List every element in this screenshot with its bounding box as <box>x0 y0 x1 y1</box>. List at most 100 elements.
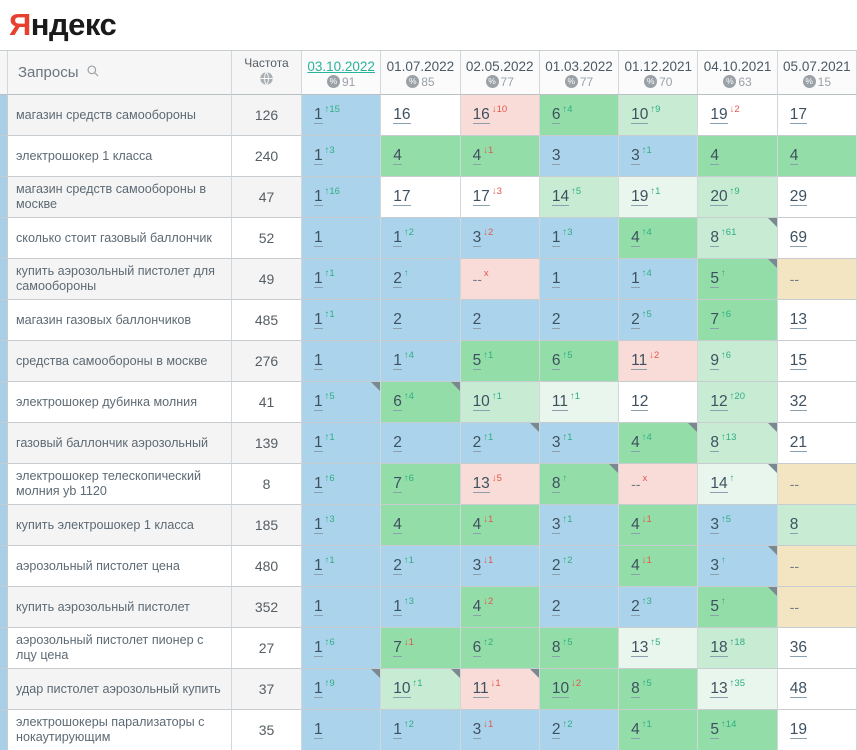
position-cell[interactable]: 1 <box>302 587 382 628</box>
position-cell[interactable]: 3 ↓1 <box>460 710 540 750</box>
position-cell[interactable]: 4 <box>381 136 461 177</box>
position-link[interactable]: 14 <box>551 187 570 207</box>
position-link[interactable]: 29 <box>789 187 807 207</box>
position-link[interactable]: 4 <box>789 146 799 166</box>
position-cell[interactable]: 5 ↑ <box>698 587 778 628</box>
position-cell[interactable]: 5 ↑14 <box>698 710 778 750</box>
position-cell[interactable]: 4 <box>777 136 857 177</box>
position-cell[interactable]: 3 ↑ <box>698 546 778 587</box>
position-link[interactable]: 1 <box>314 392 323 412</box>
position-link[interactable]: 1 <box>393 597 402 617</box>
position-link[interactable]: 14 <box>710 474 728 494</box>
position-link[interactable]: 2 <box>631 310 640 330</box>
position-cell[interactable]: 4 ↓1 <box>619 505 699 546</box>
position-link[interactable]: 8 <box>710 433 720 453</box>
position-link[interactable]: 17 <box>789 105 807 125</box>
position-cell[interactable]: 17 <box>777 95 857 136</box>
position-cell[interactable]: 1 ↑6 <box>302 628 382 669</box>
position-link[interactable]: -- <box>789 557 800 574</box>
position-link[interactable]: 5 <box>710 720 720 740</box>
position-link[interactable]: 1 <box>314 433 323 453</box>
query-cell[interactable]: средства самообороны в москве <box>8 341 232 382</box>
position-cell[interactable]: 5 ↑ <box>698 259 778 300</box>
query-cell[interactable]: газовый баллончик аэрозольный <box>8 423 232 464</box>
position-cell[interactable]: 3 ↓1 <box>460 546 540 587</box>
query-cell[interactable]: купить аэрозольный пистолет <box>8 587 232 628</box>
query-cell[interactable]: электрошокер дубинка молния <box>8 382 232 423</box>
position-cell[interactable]: 21 <box>777 423 857 464</box>
query-cell[interactable]: удар пистолет аэрозольный купить <box>8 669 232 710</box>
position-link[interactable]: 10 <box>551 679 570 699</box>
position-link[interactable]: 15 <box>789 351 807 371</box>
position-link[interactable]: 1 <box>551 269 561 289</box>
position-link[interactable]: 19 <box>789 720 807 740</box>
position-link[interactable]: 1 <box>314 638 323 658</box>
position-cell[interactable]: 3 ↑5 <box>698 505 778 546</box>
position-link[interactable]: 3 <box>631 146 640 166</box>
position-cell[interactable]: 6 ↑4 <box>539 95 620 136</box>
date-column-header[interactable]: 04.10.2021% 63 <box>698 51 778 95</box>
position-link[interactable]: 5 <box>472 351 482 371</box>
position-cell[interactable]: 2 ↑2 <box>539 710 620 750</box>
position-cell[interactable]: 11 ↓1 <box>460 669 540 710</box>
position-link[interactable]: 1 <box>314 228 323 248</box>
position-cell[interactable]: 1 ↑1 <box>302 300 382 341</box>
position-link[interactable]: 6 <box>472 638 482 658</box>
position-link[interactable]: 2 <box>551 310 561 330</box>
query-cell[interactable]: аэрозольный пистолет цена <box>8 546 232 587</box>
position-cell[interactable]: 18 ↑18 <box>698 628 778 669</box>
position-cell[interactable]: 1 ↑2 <box>381 710 461 750</box>
position-cell[interactable]: 1 ↑1 <box>302 423 382 464</box>
position-link[interactable]: 1 <box>393 228 402 248</box>
position-link[interactable]: 2 <box>551 597 561 617</box>
position-cell[interactable]: 2 <box>539 300 620 341</box>
date-link[interactable]: 03.10.2022 <box>307 58 375 74</box>
position-cell[interactable]: 5 ↑1 <box>460 341 540 382</box>
position-link[interactable]: 1 <box>314 187 323 207</box>
position-cell[interactable]: 3 ↑1 <box>619 136 699 177</box>
query-cell[interactable]: сколько стоит газовый баллончик <box>8 218 232 259</box>
position-link[interactable]: -- <box>789 475 800 492</box>
position-link[interactable]: 6 <box>393 392 402 412</box>
position-link[interactable]: 1 <box>314 679 323 699</box>
position-cell[interactable]: 1 ↑1 <box>302 259 382 300</box>
position-cell[interactable]: 4 <box>381 505 461 546</box>
position-cell[interactable]: 14 ↑ <box>698 464 778 505</box>
date-column-header[interactable]: 01.12.2021% 70 <box>619 51 699 95</box>
position-link[interactable]: 5 <box>710 269 720 289</box>
position-link[interactable]: 2 <box>551 556 561 576</box>
position-cell[interactable]: 2 ↑ <box>381 259 461 300</box>
position-link[interactable]: 13 <box>710 679 728 699</box>
position-cell[interactable]: 9 ↑6 <box>698 341 778 382</box>
position-link[interactable]: 69 <box>789 228 807 248</box>
position-cell[interactable]: 1 ↑6 <box>302 464 382 505</box>
position-cell[interactable]: 6 ↑5 <box>539 341 620 382</box>
position-link[interactable]: 8 <box>631 679 640 699</box>
position-link[interactable]: 1 <box>314 146 323 166</box>
position-cell[interactable]: 4 ↓2 <box>460 587 540 628</box>
position-link[interactable]: 17 <box>472 187 490 207</box>
position-link[interactable]: 2 <box>472 310 482 330</box>
position-cell[interactable]: 4 ↑1 <box>619 710 699 750</box>
position-cell[interactable]: 8 ↑13 <box>698 423 778 464</box>
query-cell[interactable]: электрошокер телескопический молния yb 1… <box>8 464 232 505</box>
position-cell[interactable]: -- x <box>460 259 540 300</box>
position-cell[interactable]: 1 <box>302 341 382 382</box>
date-column-header[interactable]: 01.03.2022% 77 <box>539 51 620 95</box>
position-cell[interactable]: 15 <box>777 341 857 382</box>
position-link[interactable]: 13 <box>631 638 649 658</box>
position-link[interactable]: 7 <box>393 638 402 658</box>
position-link[interactable]: 5 <box>710 597 720 617</box>
position-link[interactable]: 1 <box>393 720 402 740</box>
position-cell[interactable]: -- <box>777 464 857 505</box>
date-link[interactable]: 02.05.2022 <box>465 58 534 74</box>
position-link[interactable]: 2 <box>393 310 402 330</box>
position-link[interactable]: 10 <box>393 679 411 699</box>
date-column-header[interactable]: 02.05.2022% 77 <box>460 51 540 95</box>
position-cell[interactable]: 13 ↑35 <box>698 669 778 710</box>
position-cell[interactable]: 32 <box>777 382 857 423</box>
position-link[interactable]: 1 <box>314 310 323 330</box>
position-cell[interactable]: 12 ↑20 <box>698 382 778 423</box>
position-link[interactable]: 2 <box>393 556 402 576</box>
query-cell[interactable]: электрошокер 1 класса <box>8 136 232 177</box>
